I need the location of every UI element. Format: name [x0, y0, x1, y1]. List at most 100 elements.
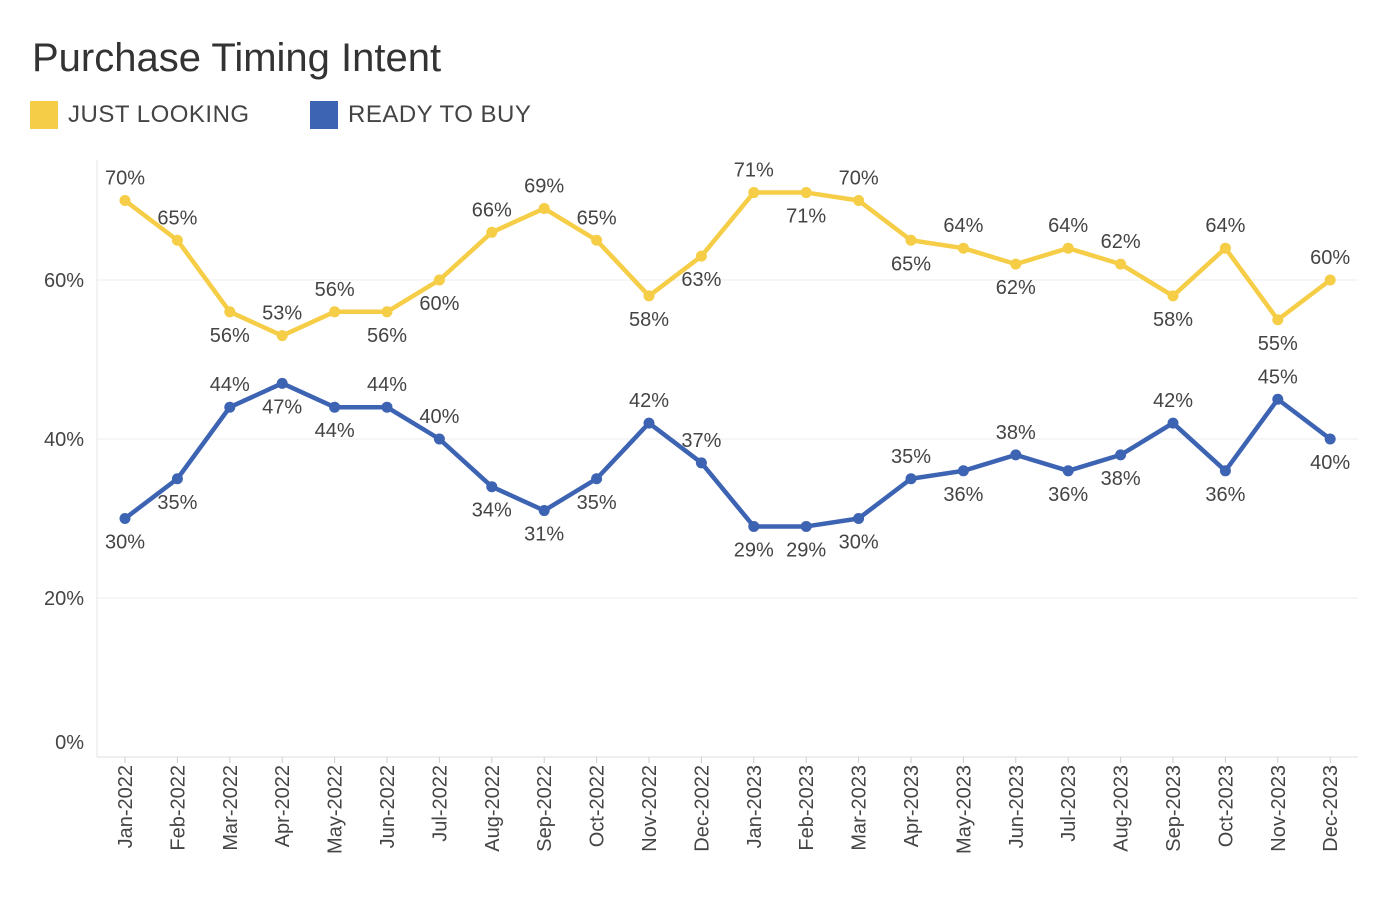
data-label: 65%: [157, 207, 197, 229]
data-point: [1324, 274, 1336, 286]
data-point: [119, 513, 131, 524]
data-point: [695, 457, 707, 469]
data-point: [1010, 258, 1022, 270]
data-point: [224, 401, 236, 413]
data-label: 64%: [1205, 215, 1245, 237]
data-label: 47%: [262, 396, 302, 418]
data-point: [1219, 465, 1231, 477]
data-point: [276, 377, 288, 389]
data-point: [957, 465, 969, 477]
data-point: [381, 306, 393, 318]
data-label: 70%: [839, 168, 879, 190]
data-point: [329, 401, 341, 413]
data-point: [1062, 465, 1074, 477]
data-point: [1062, 242, 1074, 254]
data-label: 65%: [891, 253, 931, 275]
data-label: 35%: [157, 492, 197, 514]
data-label: 36%: [943, 484, 983, 506]
data-label: 56%: [315, 279, 355, 301]
data-point: [643, 417, 655, 429]
data-label: 70%: [105, 168, 145, 190]
data-point: [1167, 290, 1179, 302]
data-point: [695, 250, 707, 262]
x-tick-label: May-2022: [325, 765, 347, 854]
data-label: 31%: [524, 524, 564, 546]
data-point: [957, 242, 969, 254]
data-label: 40%: [1310, 452, 1350, 474]
data-point: [433, 433, 445, 445]
data-label: 38%: [996, 422, 1036, 444]
data-point: [224, 306, 236, 318]
data-label: 36%: [1048, 484, 1088, 506]
y-tick-label: 20%: [44, 588, 84, 610]
data-label: 44%: [367, 374, 407, 396]
data-point: [538, 505, 550, 517]
data-label: 55%: [1258, 333, 1298, 355]
x-tick-label: Jul-2023: [1058, 765, 1080, 842]
data-label: 60%: [419, 293, 459, 315]
x-tick-label: Jan-2023: [744, 765, 766, 848]
x-tick-label: Jun-2023: [1006, 765, 1028, 848]
data-label: 66%: [472, 199, 512, 221]
data-point: [1115, 449, 1127, 461]
y-tick-label: 0%: [55, 732, 84, 754]
data-point: [329, 306, 341, 318]
legend-swatch-ready-to-buy: [310, 101, 338, 129]
data-point: [905, 473, 917, 485]
x-tick-label: Oct-2023: [1215, 765, 1237, 847]
data-point: [171, 234, 183, 246]
data-label: 71%: [734, 160, 774, 182]
x-tick-label: Feb-2022: [167, 765, 189, 851]
data-point: [486, 226, 498, 238]
data-point: [1272, 314, 1284, 326]
data-point: [800, 520, 812, 532]
data-label: 58%: [629, 309, 669, 331]
data-label: 69%: [524, 175, 564, 197]
x-tick-label: Sep-2023: [1163, 765, 1185, 852]
data-point: [591, 473, 603, 485]
data-label: 44%: [315, 420, 355, 442]
data-point: [1010, 449, 1022, 461]
data-label: 64%: [943, 215, 983, 237]
x-tick-label: Sep-2022: [534, 765, 556, 852]
x-tick-label: Jul-2022: [429, 765, 451, 842]
data-point: [486, 481, 498, 493]
x-tick-label: Mar-2022: [220, 765, 242, 851]
data-point: [1219, 242, 1231, 254]
data-label: 35%: [891, 446, 931, 468]
legend-label-ready-to-buy: READY TO BUY: [348, 101, 532, 128]
data-point: [853, 195, 865, 206]
data-label: 30%: [839, 532, 879, 554]
data-label: 62%: [1101, 231, 1141, 253]
x-tick-label: Oct-2022: [587, 765, 609, 847]
data-point: [119, 195, 131, 206]
y-tick-label: 40%: [44, 429, 84, 451]
x-tick-label: Nov-2023: [1268, 765, 1290, 852]
data-label: 53%: [262, 303, 302, 325]
data-point: [538, 202, 550, 214]
data-label: 62%: [996, 277, 1036, 299]
data-point: [748, 187, 760, 199]
data-point: [1272, 393, 1284, 405]
data-point: [1115, 258, 1127, 270]
data-label: 45%: [1258, 366, 1298, 388]
data-label: 40%: [419, 406, 459, 428]
data-label: 56%: [210, 325, 250, 347]
data-label: 35%: [577, 492, 617, 514]
data-label: 71%: [786, 206, 826, 228]
x-tick-label: Mar-2023: [849, 765, 871, 851]
x-tick-label: Dec-2022: [691, 765, 713, 852]
data-label: 37%: [681, 430, 721, 452]
x-tick-label: Feb-2023: [796, 765, 818, 851]
x-tick-label: May-2023: [953, 765, 975, 854]
data-point: [591, 234, 603, 246]
data-point: [1167, 417, 1179, 429]
series-line-just-looking: [122, 190, 1333, 338]
x-tick-label: Jun-2022: [377, 765, 399, 848]
data-point: [748, 520, 760, 532]
legend-label-just-looking: JUST LOOKING: [68, 101, 250, 128]
data-label: 38%: [1101, 468, 1141, 490]
x-tick-label: Apr-2023: [901, 765, 923, 847]
data-label: 65%: [577, 207, 617, 229]
